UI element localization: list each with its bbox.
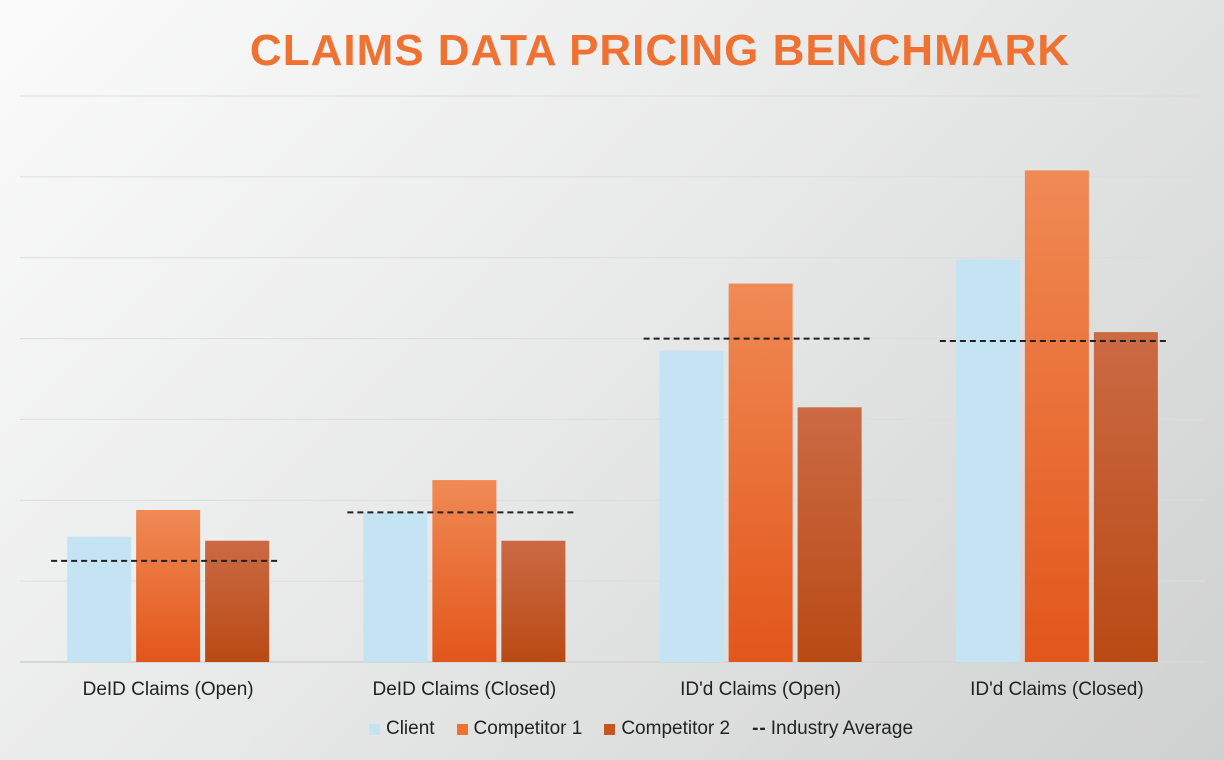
x-tick-label: DeID Claims (Open): [83, 679, 254, 700]
legend: Client Competitor 1 Competitor 2 -- Indu…: [0, 718, 1224, 740]
bar-client: [363, 512, 428, 662]
bar-competitor-1: [728, 283, 793, 662]
legend-label-client: Client: [385, 718, 435, 739]
bar-client: [659, 350, 724, 662]
bar-competitor-2: [797, 407, 862, 662]
x-tick-label: ID'd Claims (Open): [680, 679, 841, 700]
bar-client: [955, 259, 1020, 662]
legend-swatch-competitor-1: [456, 723, 468, 735]
legend-item-client: Client: [368, 718, 435, 740]
legend-item-competitor-2: Competitor 2: [604, 718, 730, 740]
legend-dash-icon: --: [752, 718, 767, 739]
bar-competitor-1: [136, 509, 201, 662]
x-tick-label: DeID Claims (Closed): [373, 679, 557, 700]
bar-competitor-2: [501, 540, 566, 662]
legend-swatch-competitor-2: [604, 723, 616, 735]
legend-label-industry-average: Industry Average: [770, 718, 914, 739]
legend-label-competitor-1: Competitor 1: [473, 718, 583, 739]
bar-competitor-2: [1093, 332, 1158, 662]
legend-label-competitor-2: Competitor 2: [621, 718, 731, 739]
legend-item-industry-average: -- Industry Average: [752, 718, 913, 740]
bar-competitor-2: [205, 540, 270, 662]
x-tick-label: ID'd Claims (Closed): [970, 679, 1144, 700]
legend-item-competitor-1: Competitor 1: [456, 718, 583, 740]
legend-swatch-client: [368, 723, 380, 735]
bar-competitor-1: [432, 480, 497, 662]
bar-competitor-1: [1024, 170, 1089, 663]
chart-title: CLAIMS DATA PRICING BENCHMARK: [249, 26, 1071, 75]
bar-client: [67, 536, 132, 662]
